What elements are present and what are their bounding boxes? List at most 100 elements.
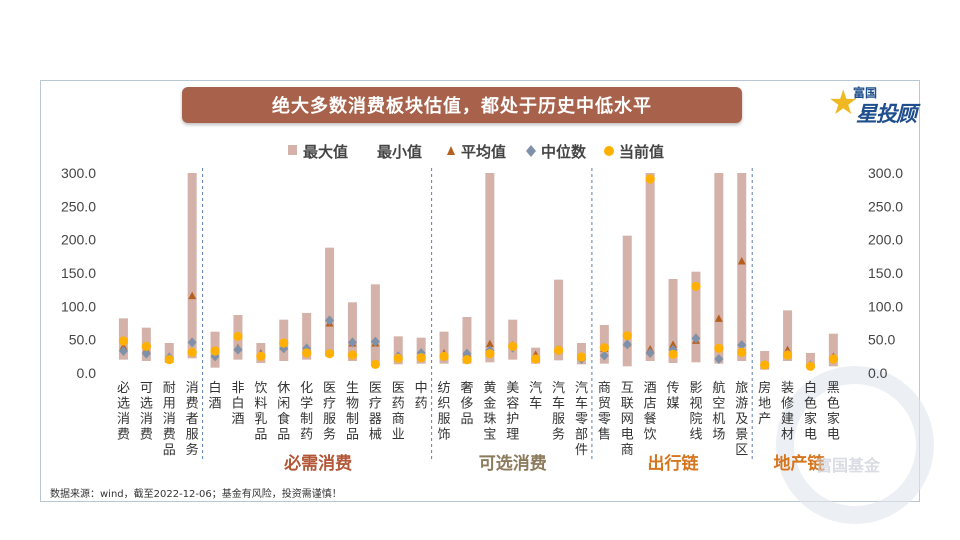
category-label: 酒店餐饮 (644, 381, 657, 443)
category-label: 旅游及景区 (735, 381, 748, 458)
category-label: 汽车零部件 (575, 381, 588, 458)
category-label: 可选消费 (140, 381, 153, 443)
median-marker (599, 350, 609, 361)
category-label: 美容护理 (506, 381, 519, 443)
category-label: 饮料乳品 (254, 381, 267, 443)
average-marker (485, 339, 494, 348)
legend-label: 最大值 (303, 143, 348, 161)
range-bar (554, 279, 564, 361)
current-marker (118, 336, 129, 346)
range-bar (325, 247, 335, 357)
brand-logo: ★ 富国 星投顾 (826, 82, 918, 126)
category-label: 黄金珠宝 (483, 381, 496, 443)
logo-top-text: 富国 (853, 86, 878, 100)
median-marker (141, 348, 151, 359)
current-marker (485, 349, 495, 359)
category-label: 休闲食品 (277, 381, 290, 443)
category-label: 影视院线 (689, 381, 702, 443)
range-bar (485, 173, 495, 363)
current-marker (393, 353, 403, 363)
range-bar (622, 235, 632, 367)
current-marker (462, 355, 472, 365)
category-label: 白酒 (209, 380, 222, 412)
group-label: 出行链 (648, 453, 700, 474)
legend-label: 平均值 (461, 143, 506, 161)
current-marker (141, 341, 151, 351)
current-marker (256, 351, 266, 361)
category-label: 医疗服务 (323, 381, 336, 443)
current-marker (714, 343, 724, 353)
y-tick-label-right: 150.0 (868, 265, 903, 281)
legend-marker-current (604, 146, 614, 156)
watermark: 富国基金 (816, 456, 881, 475)
current-marker (164, 355, 174, 365)
category-label: 汽车 (529, 381, 542, 412)
category-label: 纺织服饰 (438, 381, 451, 443)
footnote: 数据来源：wind，截至2022-12-06；基金有风险，投资需谨慎！ (50, 489, 342, 500)
median-marker (118, 346, 128, 356)
current-marker (828, 354, 838, 364)
star-icon: ★ (828, 83, 859, 123)
y-tick-label-left: 0.0 (77, 365, 97, 381)
current-marker (531, 354, 541, 364)
current-marker (439, 351, 449, 361)
logo-main-text: 星投顾 (856, 102, 917, 126)
category-label: 传媒 (667, 381, 680, 412)
legend-label: 中位数 (541, 143, 587, 161)
median-marker (187, 337, 197, 348)
current-marker (760, 360, 770, 370)
category-label: 化学制药 (300, 381, 313, 443)
category-label: 奢侈品 (460, 381, 473, 427)
group-label: 地产链 (774, 453, 826, 474)
average-marker (669, 340, 678, 348)
y-tick-label-right: 250.0 (868, 198, 903, 214)
y-tick-label-right: 300.0 (868, 165, 903, 181)
y-tick-label-right: 0.0 (868, 365, 888, 381)
legend-label: 最小值 (377, 143, 422, 161)
current-marker (782, 350, 793, 360)
current-marker (805, 361, 816, 371)
chart-title-banner: 绝大多数消费板块估值，都处于历史中低水平 (182, 87, 742, 123)
current-marker (668, 349, 678, 359)
median-marker (737, 340, 747, 350)
current-marker (233, 331, 243, 341)
median-marker (233, 344, 243, 355)
group-label: 可选消费 (479, 453, 547, 474)
current-marker (370, 359, 380, 369)
y-tick-label-left: 300.0 (61, 165, 96, 181)
range-bar (828, 333, 838, 367)
category-label: 房地产 (758, 380, 771, 427)
current-marker (622, 331, 632, 341)
legend-marker-max (288, 145, 297, 155)
category-label: 装修建材 (781, 381, 794, 443)
y-tick-label-left: 100.0 (61, 298, 96, 314)
chart-title: 绝大多数消费板块估值，都处于历史中低水平 (272, 96, 652, 117)
range-bar (370, 284, 380, 363)
range-bar (805, 353, 815, 368)
legend-marker-median (526, 145, 536, 157)
category-label: 汽车服务 (552, 381, 565, 443)
watermark-ring (776, 366, 934, 524)
range-bar (439, 331, 449, 364)
category-label: 商贸零售 (598, 381, 611, 443)
current-marker (324, 349, 335, 359)
range-bar (187, 173, 197, 359)
legend-marker-avg (447, 146, 455, 155)
median-marker (325, 315, 335, 326)
median-marker (370, 336, 380, 347)
current-marker (187, 347, 197, 357)
category-label: 黑色家电 (827, 381, 840, 443)
range-bar (462, 317, 472, 364)
range-bar (714, 173, 724, 364)
current-marker (347, 350, 358, 360)
range-bar (645, 173, 655, 361)
current-marker (279, 338, 289, 348)
range-bar (668, 279, 678, 363)
category-label: 中药 (415, 381, 428, 412)
current-marker (416, 353, 426, 363)
current-marker (302, 348, 312, 358)
y-tick-label-left: 50.0 (69, 332, 96, 348)
y-tick-label-left: 150.0 (61, 265, 96, 281)
category-label: 消费者服务 (186, 381, 199, 458)
